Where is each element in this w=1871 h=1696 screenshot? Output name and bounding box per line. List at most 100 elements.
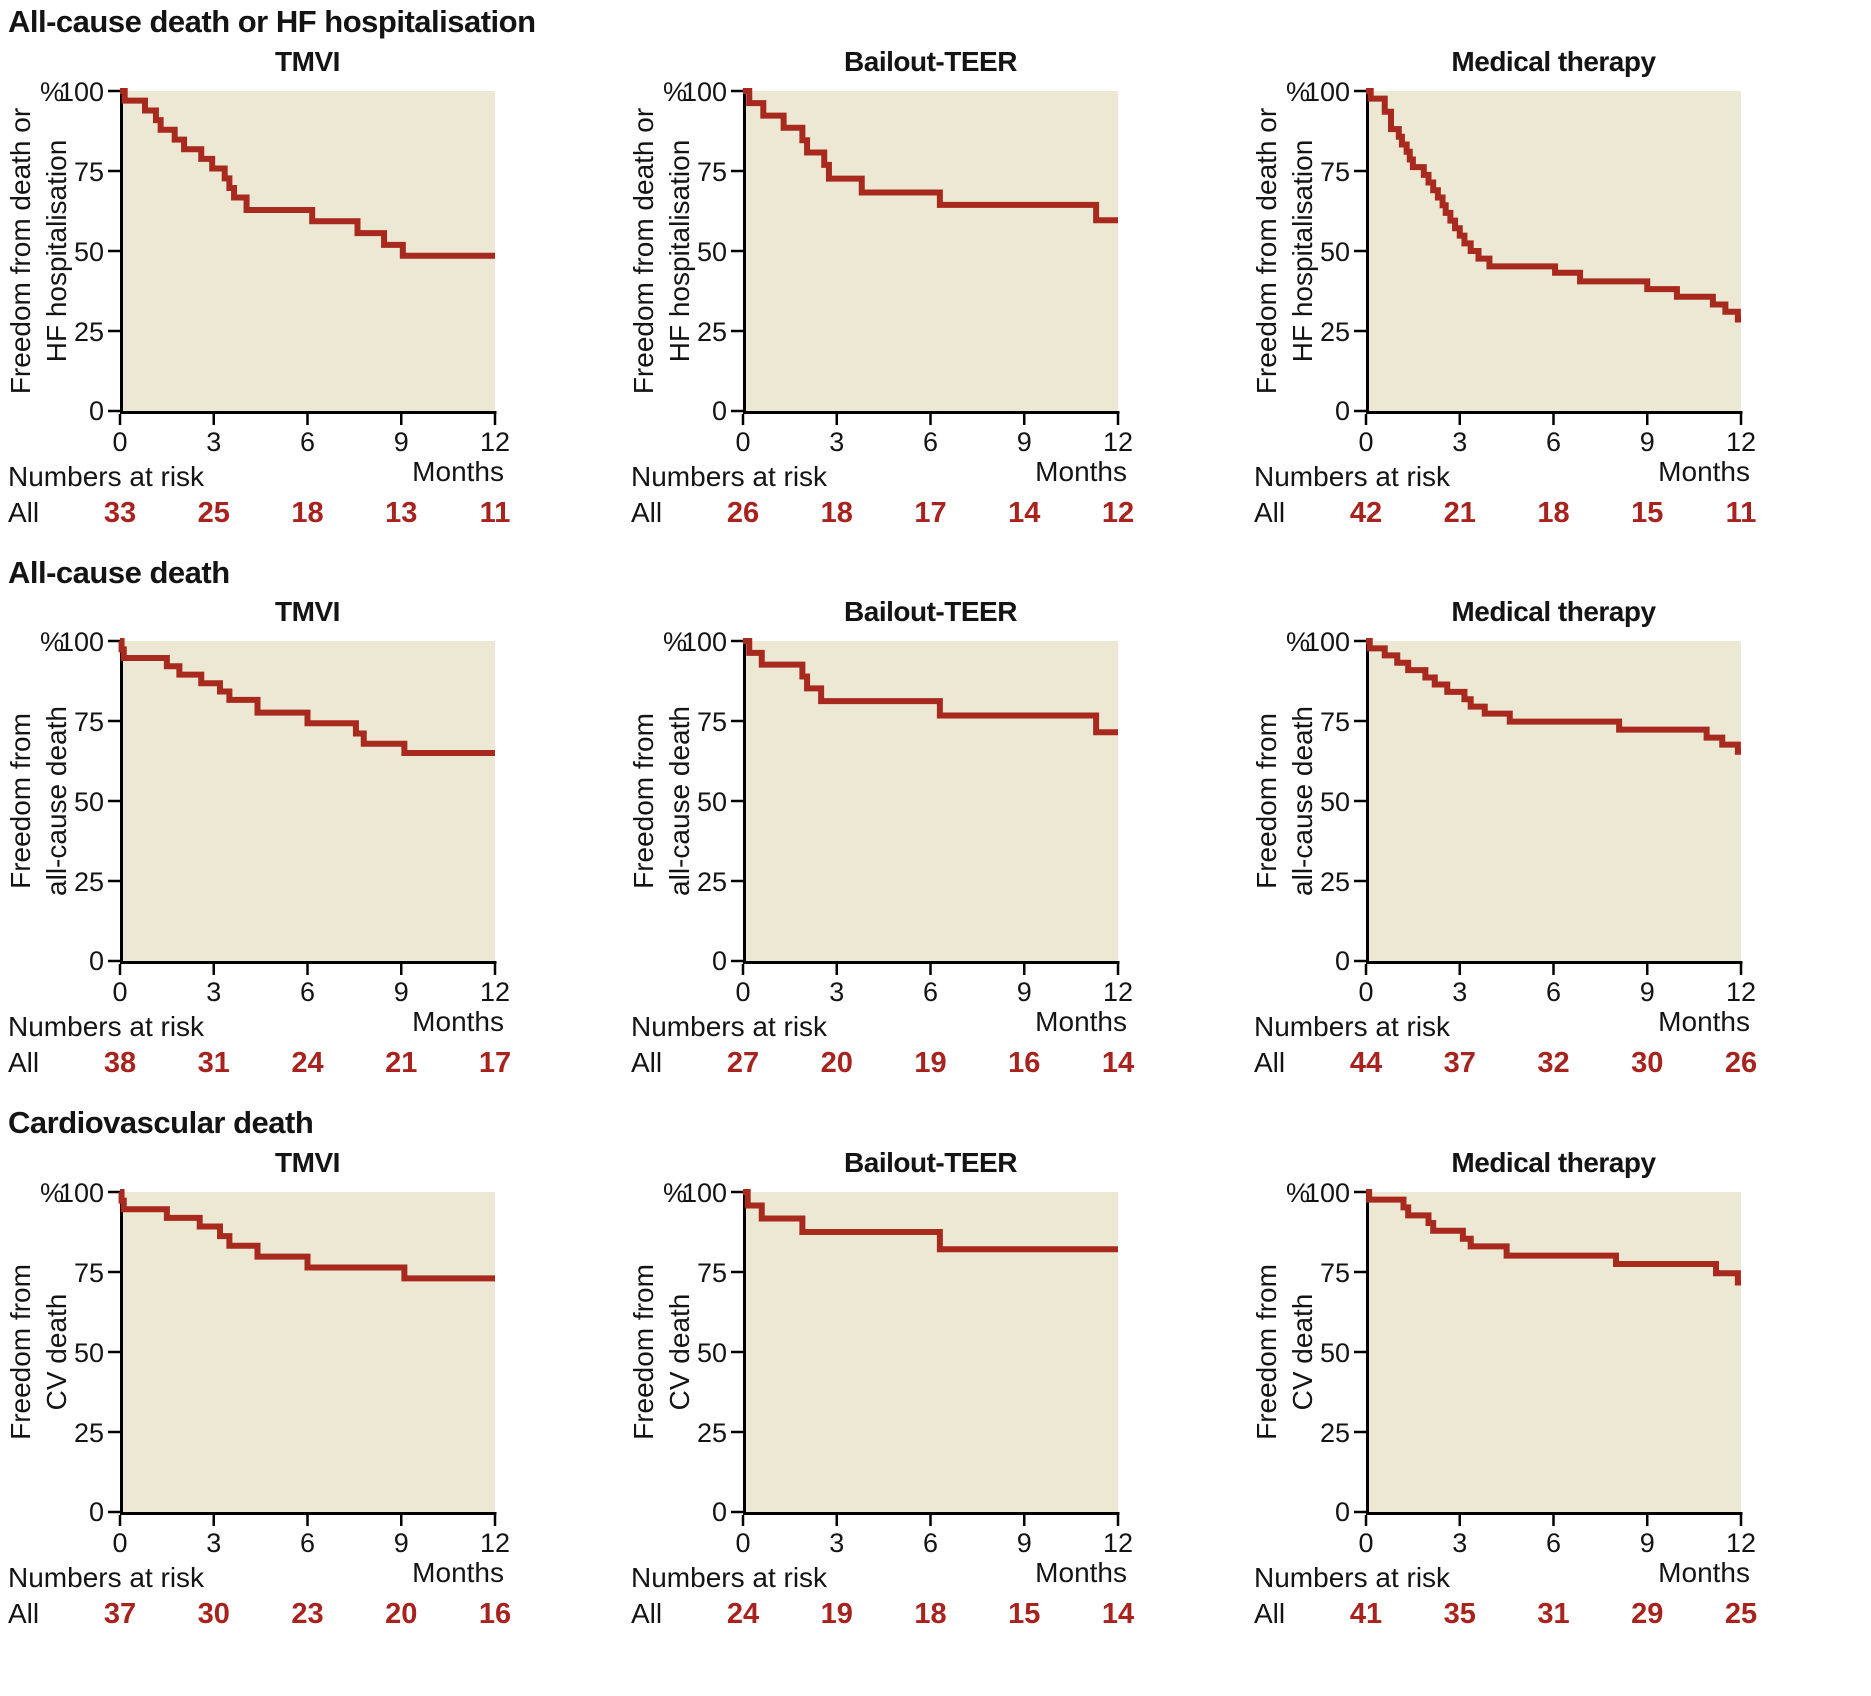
x-axis-title: Months bbox=[1658, 456, 1750, 485]
risk-value-month-6: 24 bbox=[291, 1047, 324, 1080]
chart-title: TMVI bbox=[275, 1146, 340, 1178]
x-tick-label: 0 bbox=[1358, 977, 1373, 1007]
y-axis-ticks bbox=[108, 1190, 120, 1513]
risk-value-month-3: 30 bbox=[197, 1597, 230, 1630]
risk-value-month-12: 11 bbox=[1725, 496, 1757, 529]
numbers-at-risk-label: Numbers at risk bbox=[1254, 1011, 1451, 1043]
percent-sign: % bbox=[40, 631, 64, 657]
y-tick-label: 0 bbox=[712, 1497, 727, 1527]
y-tick-label: 100 bbox=[1305, 81, 1350, 107]
y-axis-title-line1: Freedom from bbox=[5, 1264, 36, 1440]
risk-value-month-6: 31 bbox=[1537, 1597, 1570, 1630]
risk-value-month-9: 30 bbox=[1631, 1047, 1664, 1080]
x-tick-label: 0 bbox=[112, 1528, 127, 1558]
km-curve bbox=[1366, 638, 1741, 755]
y-axis-title-line2: all-cause death bbox=[1287, 706, 1318, 896]
plot-area bbox=[743, 1191, 1118, 1512]
x-tick-label: 3 bbox=[829, 427, 844, 457]
km-curve bbox=[743, 638, 1118, 736]
plot-area bbox=[1366, 1191, 1741, 1512]
km-figure: All-cause death or HF hospitalisation TM… bbox=[0, 5, 1871, 1636]
x-axis-ticks bbox=[741, 1514, 1120, 1526]
panels-row: TMVI % 100 75 50 25 0 0 3 6 9 12 Months … bbox=[0, 43, 1871, 535]
plot-area bbox=[120, 1191, 495, 1512]
chart-title: TMVI bbox=[275, 45, 340, 77]
risk-value-month-12: 14 bbox=[1101, 1597, 1135, 1630]
chart-title: Bailout-TEER bbox=[844, 45, 1017, 77]
percent-sign: % bbox=[1286, 81, 1310, 107]
numbers-at-risk-block: Numbers at risk All 44 37 32 30 26 bbox=[1246, 1001, 1869, 1085]
y-axis-ticks bbox=[731, 1190, 743, 1513]
plot-area bbox=[120, 641, 495, 962]
risk-value-month-6: 18 bbox=[1537, 496, 1570, 529]
x-tick-label: 3 bbox=[1452, 427, 1467, 457]
km-curve bbox=[120, 87, 495, 259]
x-tick-label: 6 bbox=[1546, 977, 1561, 1007]
risk-group-label: All bbox=[8, 1597, 40, 1629]
risk-value-month-9: 14 bbox=[1008, 496, 1041, 529]
percent-sign: % bbox=[40, 81, 64, 107]
risk-group-label: All bbox=[631, 1047, 663, 1079]
x-axis-title: Months bbox=[412, 1557, 504, 1586]
risk-value-month-0: 37 bbox=[103, 1597, 137, 1630]
x-tick-label: 3 bbox=[206, 427, 221, 457]
risk-value-month-0: 26 bbox=[726, 496, 760, 529]
km-panel: Medical therapy % 100 75 50 25 0 0 3 6 9… bbox=[1246, 593, 1869, 1085]
numbers-at-risk-label: Numbers at risk bbox=[8, 1561, 205, 1593]
axis-lines bbox=[1366, 1190, 1743, 1515]
numbers-at-risk-label: Numbers at risk bbox=[631, 1011, 828, 1043]
section-title: Cardiovascular death bbox=[8, 1105, 314, 1141]
risk-value-month-0: 27 bbox=[726, 1047, 760, 1080]
risk-value-month-6: 18 bbox=[914, 1597, 947, 1630]
x-tick-label: 12 bbox=[1726, 427, 1756, 457]
percent-sign: % bbox=[663, 81, 687, 107]
y-axis-title-line1: Freedom from death or bbox=[5, 107, 36, 393]
y-axis-title-line2: CV death bbox=[41, 1293, 72, 1410]
x-axis-ticks bbox=[118, 964, 497, 976]
y-tick-label: 75 bbox=[1320, 157, 1350, 187]
risk-value-month-9: 29 bbox=[1631, 1597, 1664, 1630]
y-tick-label: 25 bbox=[1320, 317, 1350, 347]
y-axis-title-line1: Freedom from bbox=[5, 713, 36, 889]
risk-value-month-6: 32 bbox=[1537, 1047, 1570, 1080]
km-chart-svg: % 100 75 50 25 0 0 3 6 9 12 Months Freed… bbox=[5, 1182, 510, 1586]
km-chart-svg: % 100 75 50 25 0 0 3 6 9 12 Months Freed… bbox=[5, 81, 510, 485]
numbers-at-risk-block: Numbers at risk All 27 20 19 16 14 bbox=[623, 1001, 1246, 1085]
y-tick-label: 100 bbox=[59, 81, 104, 107]
y-tick-label: 75 bbox=[74, 707, 104, 737]
y-tick-label: 100 bbox=[682, 1182, 727, 1208]
km-panel: TMVI % 100 75 50 25 0 0 3 6 9 12 Months … bbox=[0, 593, 623, 1085]
risk-group-label: All bbox=[631, 496, 663, 528]
km-panel: TMVI % 100 75 50 25 0 0 3 6 9 12 Months … bbox=[0, 43, 623, 535]
risk-value-month-3: 35 bbox=[1443, 1597, 1476, 1630]
x-tick-label: 12 bbox=[1103, 1528, 1133, 1558]
km-panel: Medical therapy % 100 75 50 25 0 0 3 6 9… bbox=[1246, 1144, 1869, 1636]
numbers-at-risk-label: Numbers at risk bbox=[631, 460, 828, 492]
y-tick-label: 25 bbox=[74, 317, 104, 347]
x-tick-label: 3 bbox=[1452, 977, 1467, 1007]
x-axis-title: Months bbox=[1035, 1557, 1127, 1586]
y-tick-label: 75 bbox=[697, 1258, 727, 1288]
plot-area bbox=[743, 641, 1118, 962]
risk-value-month-3: 19 bbox=[820, 1597, 853, 1630]
figure-section: All-cause death or HF hospitalisation TM… bbox=[0, 5, 1871, 535]
x-tick-label: 12 bbox=[1726, 1528, 1756, 1558]
x-axis-ticks bbox=[1364, 1514, 1743, 1526]
y-tick-label: 75 bbox=[697, 707, 727, 737]
x-tick-label: 9 bbox=[1017, 427, 1032, 457]
y-tick-label: 25 bbox=[1320, 867, 1350, 897]
x-tick-label: 12 bbox=[1726, 977, 1756, 1007]
km-curve bbox=[1366, 1188, 1741, 1286]
plot-area bbox=[1366, 641, 1741, 962]
y-tick-label: 75 bbox=[697, 157, 727, 187]
km-chart-svg: % 100 75 50 25 0 0 3 6 9 12 Months Freed… bbox=[628, 1182, 1133, 1586]
numbers-at-risk-block: Numbers at risk All 24 19 18 15 14 bbox=[623, 1552, 1246, 1636]
percent-sign: % bbox=[1286, 631, 1310, 657]
y-tick-label: 0 bbox=[712, 396, 727, 426]
plot-area bbox=[1366, 90, 1741, 411]
y-tick-label: 75 bbox=[74, 157, 104, 187]
numbers-at-risk-label: Numbers at risk bbox=[1254, 1561, 1451, 1593]
numbers-at-risk-block: Numbers at risk All 26 18 17 14 12 bbox=[623, 451, 1246, 535]
x-tick-label: 9 bbox=[394, 427, 409, 457]
x-tick-label: 0 bbox=[1358, 1528, 1373, 1558]
